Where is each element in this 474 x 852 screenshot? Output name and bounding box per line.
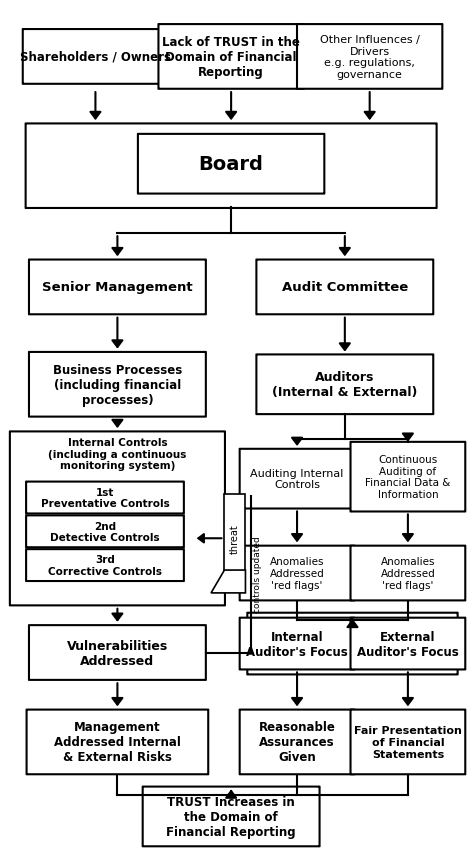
Text: Auditing Internal
Controls: Auditing Internal Controls — [250, 469, 344, 490]
FancyBboxPatch shape — [240, 546, 355, 601]
FancyBboxPatch shape — [138, 135, 324, 194]
FancyBboxPatch shape — [350, 546, 465, 601]
FancyBboxPatch shape — [240, 618, 355, 670]
Text: Reasonable
Assurances
Given: Reasonable Assurances Given — [259, 721, 336, 763]
Text: Audit Committee: Audit Committee — [282, 281, 408, 294]
FancyBboxPatch shape — [350, 442, 465, 512]
Text: Management
Addressed Internal
& External Risks: Management Addressed Internal & External… — [54, 721, 181, 763]
FancyBboxPatch shape — [350, 710, 465, 774]
Text: 3rd
Corrective Controls: 3rd Corrective Controls — [48, 555, 162, 576]
FancyBboxPatch shape — [26, 550, 184, 581]
FancyBboxPatch shape — [26, 482, 184, 514]
Text: Internal
Auditor's Focus: Internal Auditor's Focus — [246, 630, 348, 658]
FancyBboxPatch shape — [256, 260, 433, 315]
FancyBboxPatch shape — [29, 625, 206, 680]
FancyBboxPatch shape — [247, 613, 457, 675]
FancyBboxPatch shape — [240, 710, 355, 774]
Text: Anomalies
Addressed
'red flags': Anomalies Addressed 'red flags' — [381, 556, 435, 590]
FancyBboxPatch shape — [10, 432, 225, 606]
Text: Auditors
(Internal & External): Auditors (Internal & External) — [272, 371, 418, 399]
Text: TRUST Increases in
the Domain of
Financial Reporting: TRUST Increases in the Domain of Financi… — [166, 795, 296, 838]
Text: controls updated: controls updated — [254, 536, 263, 613]
FancyBboxPatch shape — [23, 30, 168, 84]
FancyBboxPatch shape — [350, 618, 465, 670]
Text: 2nd
Detective Controls: 2nd Detective Controls — [50, 521, 160, 543]
FancyBboxPatch shape — [27, 710, 208, 774]
Text: External
Auditor's Focus: External Auditor's Focus — [357, 630, 459, 658]
Polygon shape — [211, 570, 246, 593]
Text: Shareholders / Owners: Shareholders / Owners — [20, 51, 171, 64]
FancyBboxPatch shape — [26, 124, 437, 209]
FancyBboxPatch shape — [256, 355, 433, 415]
FancyBboxPatch shape — [158, 25, 304, 89]
FancyBboxPatch shape — [224, 494, 246, 586]
Text: Vulnerabilities
Addressed: Vulnerabilities Addressed — [67, 639, 168, 667]
Text: threat: threat — [230, 524, 240, 554]
Text: Other Influences /
Drivers
e.g. regulations,
governance: Other Influences / Drivers e.g. regulati… — [320, 35, 419, 80]
Text: Lack of TRUST in the
Domain of Financial
Reporting: Lack of TRUST in the Domain of Financial… — [162, 36, 300, 79]
Text: Continuous
Auditing of
Financial Data &
Information: Continuous Auditing of Financial Data & … — [365, 455, 451, 499]
FancyBboxPatch shape — [29, 353, 206, 417]
Text: Anomalies
Addressed
'red flags': Anomalies Addressed 'red flags' — [270, 556, 324, 590]
FancyBboxPatch shape — [143, 786, 319, 846]
Text: Internal Controls
(including a continuous
monitoring system): Internal Controls (including a continuou… — [48, 438, 187, 471]
Text: Fair Presentation
of Financial
Statements: Fair Presentation of Financial Statement… — [354, 725, 462, 758]
FancyBboxPatch shape — [29, 260, 206, 315]
Text: 1st
Preventative Controls: 1st Preventative Controls — [41, 487, 169, 509]
FancyBboxPatch shape — [297, 25, 442, 89]
FancyBboxPatch shape — [26, 515, 184, 548]
Text: Senior Management: Senior Management — [42, 281, 193, 294]
Text: Business Processes
(including financial
processes): Business Processes (including financial … — [53, 363, 182, 406]
Text: Board: Board — [199, 155, 264, 174]
FancyBboxPatch shape — [240, 449, 355, 509]
